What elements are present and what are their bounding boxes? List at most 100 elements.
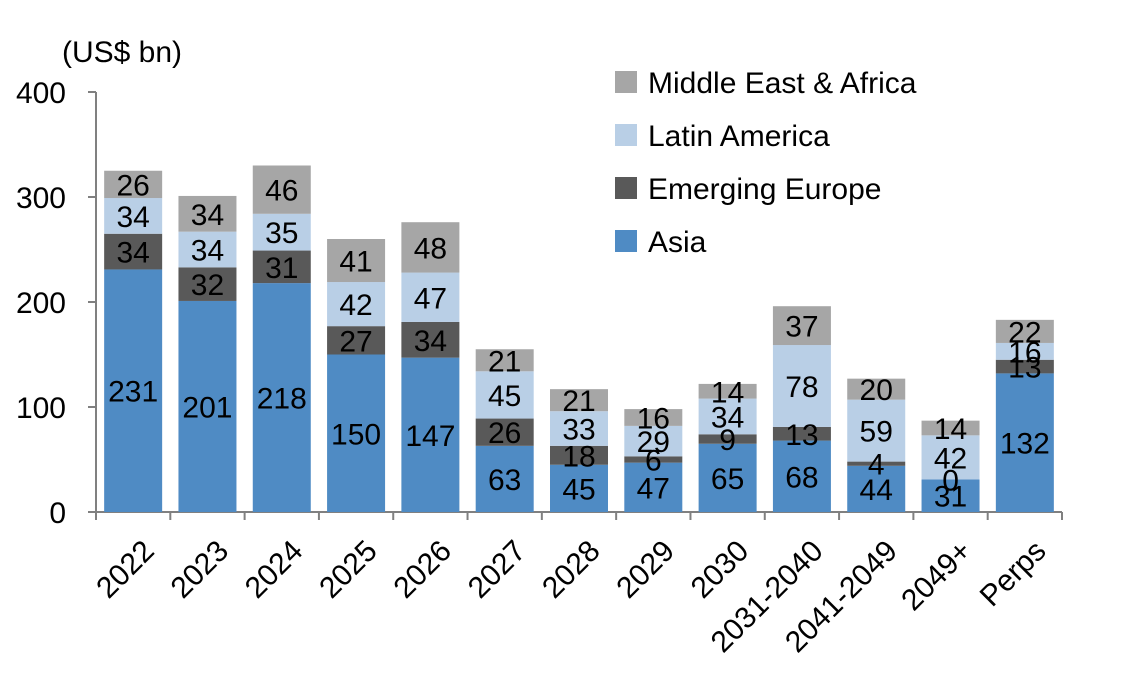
bar-segment [624,425,683,457]
bar-segment [698,434,757,444]
data-label: 21 [488,345,521,378]
data-label: 29 [637,426,670,459]
legend-label: Asia [648,226,707,259]
x-tick-label: Perps [974,534,1053,613]
data-label: 4 [868,449,885,482]
data-label: 34 [191,235,224,268]
bar-segment [178,267,237,301]
unit-label: (US$ bn) [62,36,182,69]
bar-segment [698,443,757,512]
data-label: 27 [339,325,372,358]
x-tick-label: 2022 [90,534,161,605]
data-label: 42 [339,289,372,322]
legend-swatch [615,230,637,252]
bar-segment [550,411,608,446]
bar-segment [772,440,831,512]
bar-segment [847,399,906,462]
data-label: 13 [1008,352,1041,385]
bar-segment [401,272,460,322]
bar-segment [921,479,980,512]
data-label: 26 [116,169,149,202]
data-label: 201 [182,391,232,424]
data-label: 16 [1008,336,1041,369]
bar-segment [475,445,534,512]
data-label: 48 [414,232,447,265]
data-label: 33 [562,414,595,447]
bar-segment [847,378,906,400]
data-label: 47 [637,472,670,505]
data-label: 26 [488,417,521,450]
data-label: 42 [934,442,967,475]
legend-label: Middle East & Africa [648,67,917,100]
bar-segment [995,319,1054,343]
bars [104,165,1054,512]
x-tick-label: 2025 [313,534,384,605]
data-label: 6 [645,445,662,478]
data-label: 34 [116,237,149,270]
x-tick-label: 2027 [462,534,533,605]
bar-segment [401,321,460,358]
data-label: 37 [785,311,818,344]
bar-segment [772,345,831,427]
legend-label: Emerging Europe [648,173,881,206]
data-label: 34 [116,201,149,234]
data-label: 47 [414,282,447,315]
x-tick-label: 2023 [165,534,236,605]
data-label: 21 [562,385,595,418]
legend-swatch [615,177,637,199]
data-label: 65 [711,463,744,496]
bar-segment [475,418,534,446]
bar-segment [921,420,980,436]
bar-segment [252,165,311,214]
data-label: 31 [265,252,298,285]
bar-segment [550,464,608,512]
data-label: 78 [785,371,818,404]
bar-segment [847,465,906,512]
bar-segment [995,359,1054,374]
data-label: 14 [934,413,967,446]
bar-segment [624,462,683,512]
data-label: 59 [860,416,893,449]
data-label: 35 [265,217,298,250]
data-label: 14 [711,376,744,409]
legend: Middle East & Africa Latin America Emergin… [615,67,917,259]
x-tick-label: 2026 [388,534,459,605]
bar-segment [178,231,237,268]
data-label: 150 [331,418,381,451]
bar-segment [327,326,386,355]
data-label: 218 [257,383,307,416]
data-label: 32 [191,269,224,302]
data-label: 13 [785,419,818,452]
bar-segment [475,349,534,372]
data-label: 16 [637,403,670,436]
data-label: 44 [860,474,893,507]
legend-label: Latin America [648,120,830,153]
data-label: 18 [562,440,595,473]
y-tick-label: 100 [16,392,66,425]
x-tick-label: 2028 [536,534,607,605]
bar-segment [624,456,683,463]
y-tick-label: 300 [16,182,66,215]
bar-segment [327,239,386,283]
data-label: 41 [339,246,372,279]
data-label: 68 [785,461,818,494]
bar-segment [995,342,1054,360]
bar-segment [772,306,831,346]
bar-segment [327,354,386,512]
bar-segment [252,250,311,284]
data-label: 231 [108,376,158,409]
data-labels: 2313434262013234342183135461502742411473… [108,169,1050,513]
bar-segment [401,222,460,273]
y-tick-label: 400 [16,77,66,110]
data-label: 34 [711,401,744,434]
data-label: 45 [562,473,595,506]
bar-segment [252,213,311,251]
bar-segment [847,461,906,466]
bar-segment [624,409,683,426]
data-label: 63 [488,464,521,497]
bar-segment [104,170,163,199]
bar-segment [104,233,163,270]
bar-segment [327,282,386,327]
bar-segment [995,373,1054,512]
data-label: 31 [934,481,967,514]
